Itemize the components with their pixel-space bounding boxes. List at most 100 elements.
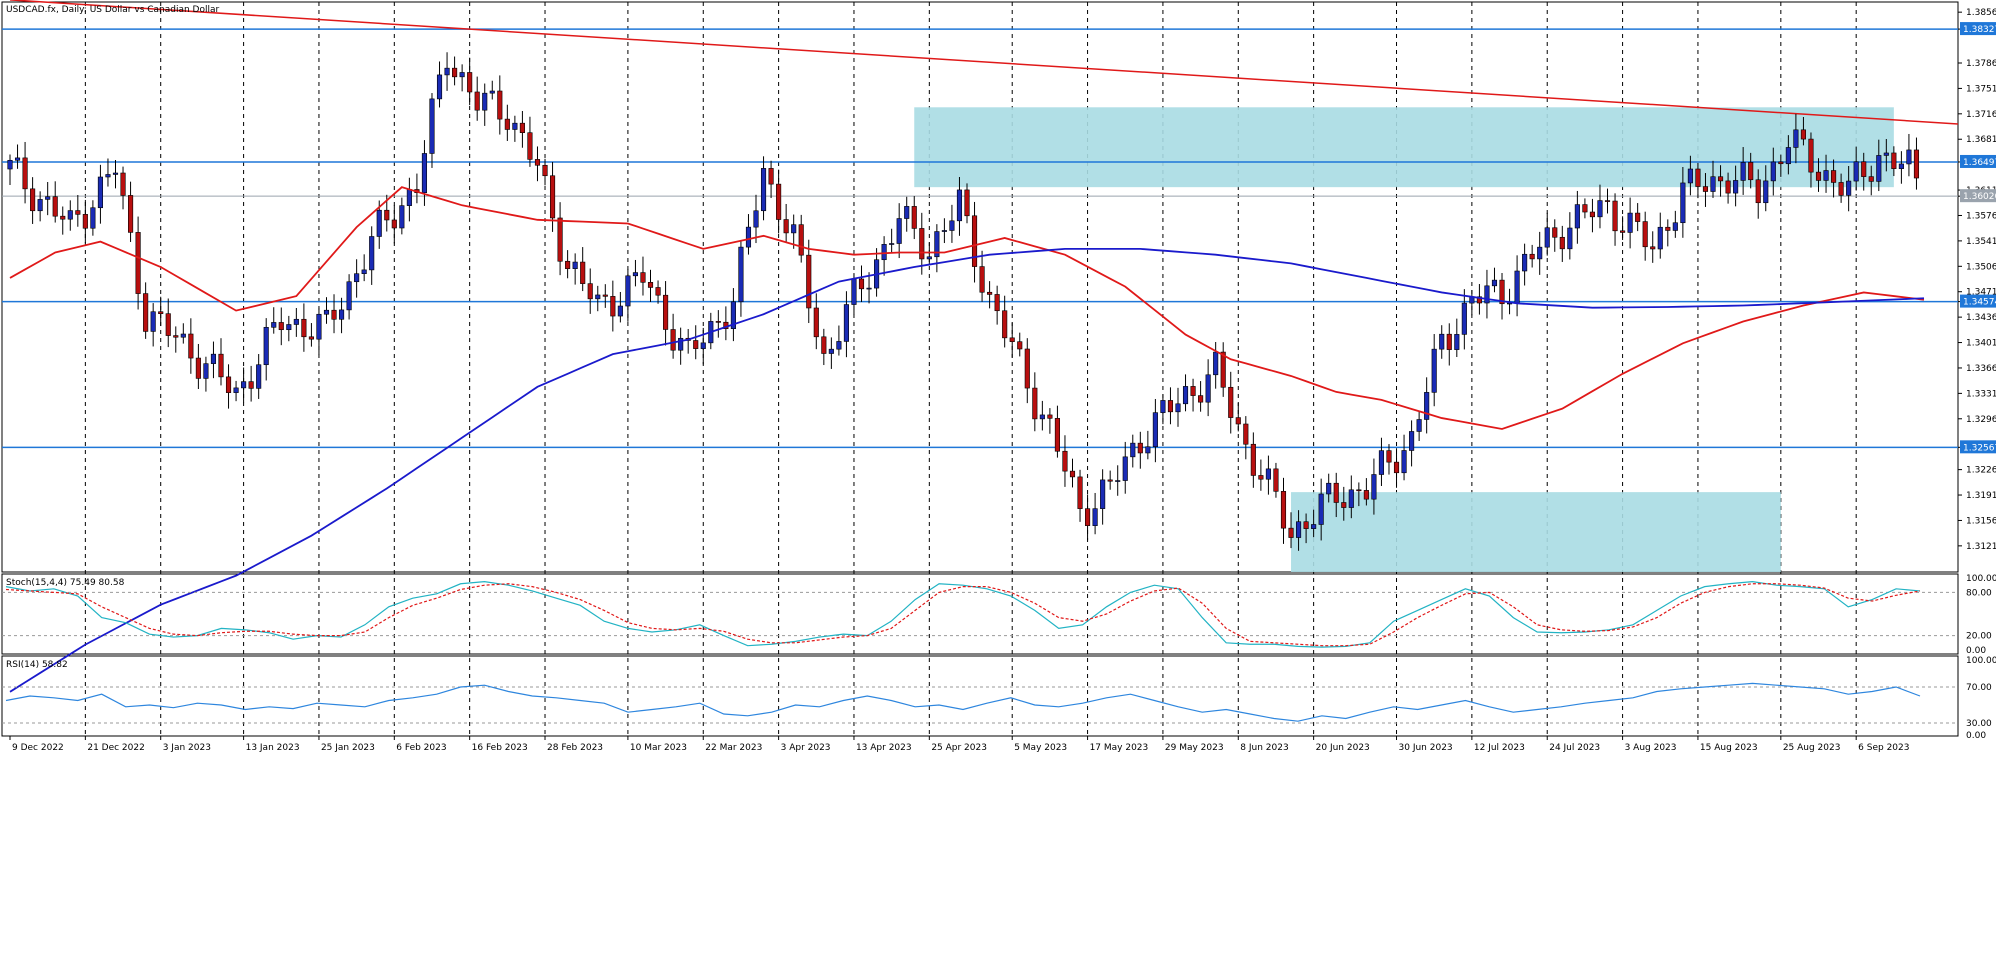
candle-bear bbox=[1062, 450, 1068, 472]
candle-bull bbox=[354, 273, 360, 283]
candle-bear bbox=[1069, 470, 1076, 478]
candle-bull bbox=[1205, 374, 1211, 403]
rsi-tick-label: 0.00 bbox=[1966, 731, 1986, 741]
candle-bull bbox=[7, 159, 13, 170]
candle-bull bbox=[1152, 412, 1158, 448]
price-tick-label: 1.35760 bbox=[1966, 211, 1996, 221]
main-pane-border bbox=[1, 1, 1959, 573]
candle-bear bbox=[1190, 386, 1196, 396]
candle-bear bbox=[1559, 236, 1565, 250]
candle-bear bbox=[1303, 521, 1309, 529]
stoch-main-line bbox=[5, 580, 1921, 648]
moving-average-red bbox=[9, 186, 1925, 430]
price-tick-label: 1.38560 bbox=[1966, 8, 1996, 18]
candle-bull bbox=[97, 176, 103, 209]
candle-bear bbox=[1612, 200, 1618, 232]
x-tick-label: 9 Dec 2022 bbox=[12, 743, 64, 753]
candle-bear bbox=[527, 132, 533, 160]
candle-bear bbox=[1107, 479, 1113, 482]
x-tick-label: 24 Jul 2023 bbox=[1549, 743, 1600, 753]
candle-bull bbox=[1537, 246, 1543, 260]
candle-bull bbox=[1522, 253, 1528, 272]
candle-bear bbox=[225, 376, 232, 393]
candle-bull bbox=[1318, 493, 1324, 525]
candle-bull bbox=[1544, 227, 1550, 248]
candle-bull bbox=[1326, 482, 1332, 495]
candle-bear bbox=[1808, 138, 1814, 173]
candle-bull bbox=[1130, 442, 1136, 458]
candle-bear bbox=[1665, 226, 1671, 231]
candle-bear bbox=[610, 296, 616, 317]
candle-bull bbox=[866, 287, 872, 290]
candle-bull bbox=[286, 324, 292, 331]
candle-bear bbox=[587, 283, 593, 300]
candle-bull bbox=[1823, 170, 1829, 181]
candle-bear bbox=[1250, 443, 1256, 476]
candles-group bbox=[7, 52, 1920, 551]
candle-bear bbox=[987, 291, 993, 295]
resistance-trendline[interactable] bbox=[9, 0, 1959, 125]
candle-bull bbox=[1846, 180, 1852, 196]
candle-bull bbox=[1514, 270, 1520, 304]
candle-bear bbox=[331, 309, 337, 320]
candle-bear bbox=[1002, 310, 1008, 339]
candle-bull bbox=[90, 207, 96, 229]
candle-bull bbox=[180, 333, 186, 338]
candle-bull bbox=[429, 98, 435, 154]
candle-bear bbox=[858, 278, 865, 290]
candle-bull bbox=[105, 174, 111, 178]
x-tick-label: 15 Aug 2023 bbox=[1700, 743, 1758, 753]
rsi-tick-label: 70.00 bbox=[1966, 683, 1992, 693]
x-tick-label: 21 Dec 2022 bbox=[87, 743, 145, 753]
candle-bear bbox=[1635, 212, 1641, 222]
candle-bull bbox=[1454, 334, 1460, 350]
candle-bear bbox=[22, 157, 28, 190]
x-tick-label: 5 May 2023 bbox=[1014, 743, 1067, 753]
candle-bear bbox=[120, 172, 126, 196]
candle-bull bbox=[150, 311, 156, 332]
candle-bull bbox=[1883, 152, 1889, 156]
candle-bull bbox=[851, 278, 857, 305]
candle-bull bbox=[45, 196, 51, 200]
candle-bull bbox=[926, 256, 932, 260]
stoch-signal-line bbox=[5, 583, 1921, 647]
candle-bear bbox=[1725, 180, 1731, 194]
candle-bear bbox=[75, 210, 81, 215]
candle-bear bbox=[135, 232, 141, 294]
price-tick-label: 1.34710 bbox=[1966, 288, 1996, 298]
candle-bear bbox=[821, 336, 827, 354]
candle-bull bbox=[1348, 489, 1354, 508]
candle-bull bbox=[791, 224, 797, 234]
candle-bear bbox=[1235, 417, 1241, 425]
x-tick-label: 6 Feb 2023 bbox=[396, 743, 446, 753]
stoch-tick-label: 80.00 bbox=[1966, 588, 1992, 598]
stochastic-pane-border bbox=[1, 573, 1959, 655]
x-tick-label: 6 Sep 2023 bbox=[1858, 743, 1909, 753]
candle-bull bbox=[1740, 162, 1746, 181]
candle-bear bbox=[670, 329, 676, 351]
candle-bull bbox=[1175, 403, 1181, 413]
candle-bull bbox=[1371, 474, 1377, 500]
candle-bull bbox=[482, 92, 488, 111]
candle-bull bbox=[1770, 161, 1776, 182]
candle-bull bbox=[1793, 129, 1799, 148]
x-tick-label: 20 Jun 2023 bbox=[1316, 743, 1370, 753]
candle-bear bbox=[1861, 161, 1867, 177]
candle-bull bbox=[1122, 456, 1128, 481]
candle-bull bbox=[376, 209, 382, 237]
price-tick-label: 1.36810 bbox=[1966, 135, 1996, 145]
candle-bear bbox=[783, 219, 789, 234]
x-tick-label: 13 Jan 2023 bbox=[246, 743, 300, 753]
candle-bear bbox=[1891, 152, 1897, 169]
price-level-tag bbox=[1960, 440, 1996, 454]
candle-bull bbox=[572, 261, 578, 269]
candle-bear bbox=[693, 340, 699, 349]
candle-bear bbox=[1815, 171, 1822, 181]
price-tick-label: 1.37510 bbox=[1966, 84, 1996, 94]
candle-bull bbox=[323, 309, 330, 315]
candle-bear bbox=[534, 159, 541, 166]
candle-bear bbox=[806, 254, 812, 309]
candle-bull bbox=[1687, 168, 1693, 184]
candle-bull bbox=[489, 90, 495, 94]
